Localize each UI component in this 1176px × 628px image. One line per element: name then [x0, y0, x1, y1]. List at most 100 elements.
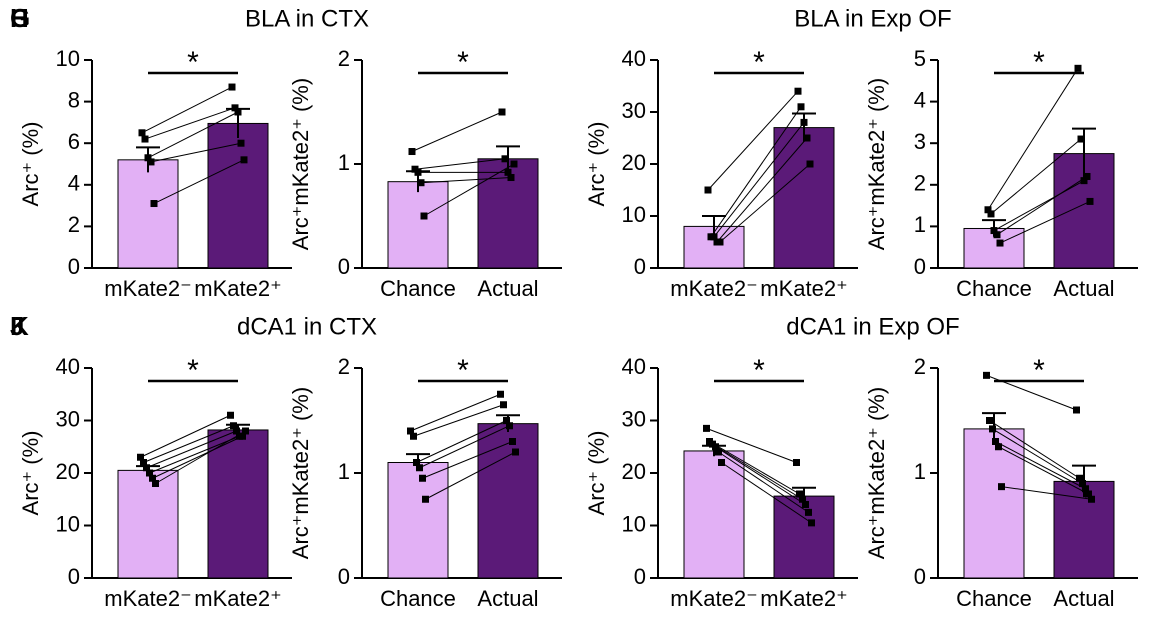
data-point — [417, 179, 425, 187]
y-tick-label: 0 — [338, 564, 350, 589]
y-tick-label: 0 — [914, 254, 926, 279]
x-tick-label: mKate2⁻ — [104, 586, 191, 611]
y-tick-label: 6 — [68, 129, 80, 154]
pair-line — [149, 435, 240, 474]
y-axis-label: Arc⁺mKate2⁺ (%) — [288, 78, 313, 250]
data-point — [228, 83, 236, 91]
pair-line — [414, 158, 506, 170]
data-point — [407, 427, 414, 435]
y-axis-label: Arc⁺ (%) — [584, 431, 609, 516]
y-tick-label: 0 — [68, 564, 80, 589]
data-point — [793, 459, 800, 466]
x-tick-label: Chance — [956, 276, 1032, 301]
pair-line — [146, 430, 237, 469]
x-tick-label: mKate2⁺ — [760, 276, 847, 301]
pair-line — [413, 404, 504, 437]
y-tick-label: 40 — [622, 354, 646, 379]
y-tick-label: 0 — [634, 564, 646, 589]
significance-star: * — [187, 46, 199, 79]
pair-line — [996, 176, 1088, 236]
pair-line — [155, 430, 246, 484]
y-tick-label: 30 — [622, 406, 646, 431]
pair-line — [989, 420, 1080, 479]
panel-title: BLA in Exp OF — [794, 5, 951, 32]
data-point — [147, 158, 155, 166]
data-point — [498, 108, 506, 116]
x-tick-label: mKate2⁻ — [104, 276, 191, 301]
significance-star: * — [753, 354, 765, 387]
pair-line — [144, 107, 236, 140]
y-tick-label: 10 — [56, 46, 80, 71]
x-tick-label: mKate2⁺ — [194, 586, 281, 611]
data-point — [1085, 490, 1092, 498]
pair-line — [998, 446, 1089, 495]
data-point — [806, 160, 814, 168]
bar — [117, 469, 179, 579]
y-tick-label: 4 — [914, 87, 926, 112]
y-tick-label: 2 — [914, 354, 926, 379]
pair-line — [719, 163, 811, 243]
pair-line — [140, 414, 231, 458]
pair-line — [987, 68, 1079, 211]
data-point — [986, 417, 993, 424]
data-point — [704, 186, 712, 194]
data-point — [998, 483, 1005, 491]
x-tick-label: Actual — [477, 586, 538, 611]
x-tick-label: Chance — [956, 586, 1032, 611]
panel-title: dCA1 in Exp OF — [786, 313, 959, 340]
data-point — [150, 200, 158, 208]
data-point — [995, 443, 1002, 451]
data-point — [794, 87, 802, 95]
y-tick-label: 1 — [338, 150, 350, 175]
data-point — [501, 155, 509, 163]
data-point — [242, 427, 249, 435]
x-tick-label: Chance — [380, 586, 456, 611]
pair-line — [716, 137, 808, 243]
pair-line — [1001, 486, 1092, 500]
y-axis-label: Arc⁺mKate2⁺ (%) — [864, 387, 889, 559]
pair-line — [715, 446, 806, 505]
pair-line — [721, 462, 812, 524]
data-point — [805, 508, 812, 516]
data-point — [800, 118, 808, 126]
data-point — [152, 480, 159, 487]
pair-line — [993, 180, 1085, 231]
pair-line — [147, 111, 239, 159]
data-point — [1073, 406, 1080, 414]
bar — [477, 423, 539, 579]
data-point — [500, 401, 507, 409]
data-point — [984, 206, 992, 214]
y-tick-label: 2 — [68, 212, 80, 237]
data-point — [138, 129, 146, 137]
data-point — [1076, 474, 1083, 482]
y-tick-label: 10 — [56, 511, 80, 536]
bar — [1053, 480, 1115, 579]
data-point — [1083, 172, 1091, 180]
data-point — [987, 210, 995, 218]
y-tick-label: 30 — [56, 406, 80, 431]
data-point — [799, 495, 806, 503]
data-point — [510, 160, 518, 168]
y-tick-label: 5 — [914, 46, 926, 71]
panel-letter: J — [10, 311, 24, 341]
y-tick-label: 20 — [622, 150, 646, 175]
data-point — [796, 490, 803, 498]
data-point — [237, 139, 245, 147]
pair-line — [992, 428, 1083, 484]
y-axis-label: Arc⁺ (%) — [18, 431, 43, 516]
y-tick-label: 2 — [914, 171, 926, 196]
pair-line — [710, 106, 802, 238]
x-tick-label: Chance — [380, 276, 456, 301]
pair-line — [411, 111, 503, 152]
data-point — [141, 135, 149, 143]
y-tick-label: 30 — [622, 98, 646, 123]
data-point — [146, 469, 153, 477]
data-point — [227, 411, 234, 419]
data-point — [509, 438, 516, 445]
data-point — [983, 371, 990, 379]
x-tick-label: mKate2⁺ — [194, 276, 281, 301]
pair-line — [713, 122, 805, 238]
significance-star: * — [187, 354, 199, 387]
y-tick-label: 8 — [68, 87, 80, 112]
